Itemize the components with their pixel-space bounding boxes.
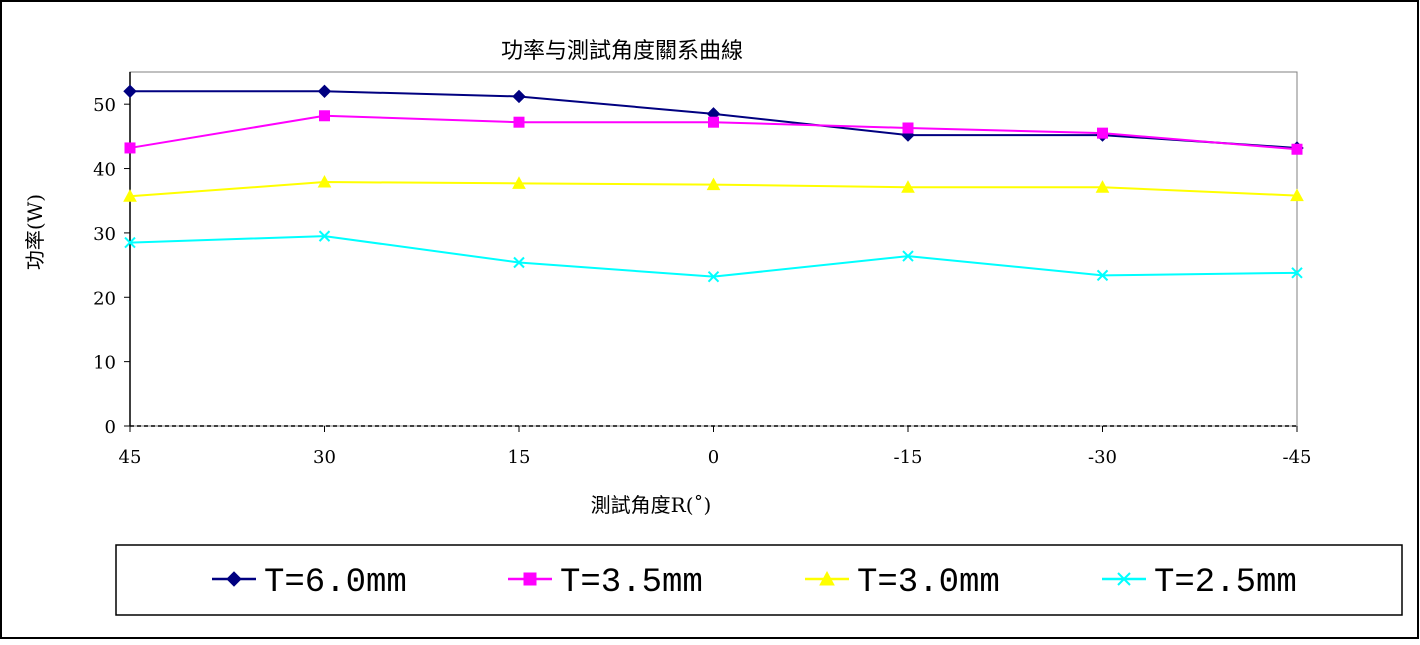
- x-tick-label: 30: [313, 447, 336, 468]
- y-tick-label: 50: [93, 95, 116, 116]
- legend: T=6.0mm T=3.5mm T=3.0mm T=2.5mm: [212, 564, 1297, 602]
- data-point: [707, 270, 720, 283]
- data-point: [124, 142, 136, 154]
- legend-swatch-marker: [1117, 572, 1131, 586]
- data-point: [706, 177, 721, 191]
- legend-item: T=3.5mm: [508, 564, 703, 602]
- y-tick-label: 30: [93, 224, 116, 245]
- data-point: [319, 110, 330, 122]
- series-2: [123, 175, 1304, 202]
- data-point-stroke: [1291, 267, 1303, 279]
- data-point: [1291, 267, 1303, 279]
- series-3: [124, 230, 1303, 283]
- data-point-stroke: [318, 230, 331, 242]
- x-tick-label: -30: [1088, 447, 1117, 468]
- y-axis-title: 功率(W): [23, 194, 47, 270]
- data-point-stroke: [902, 250, 914, 262]
- data-point: [512, 89, 526, 104]
- data-point: [512, 176, 526, 189]
- legend-label: T=3.5mm: [560, 564, 703, 602]
- legend-item: T=2.5mm: [1102, 564, 1297, 602]
- x-tick-label: 15: [508, 447, 531, 468]
- chart-title: 功率与測試角度關系曲線: [501, 39, 743, 64]
- legend-swatch-marker-stroke: [1117, 572, 1131, 586]
- x-tick-label: -45: [1283, 447, 1312, 468]
- data-point-stroke: [124, 236, 136, 249]
- y-tick-label: 0: [105, 417, 116, 438]
- x-tick-label: 45: [119, 447, 142, 468]
- data-point: [317, 84, 332, 99]
- legend-label: T=3.0mm: [857, 564, 1000, 602]
- y-tick-label: 10: [93, 353, 116, 374]
- x-axis-title: 測試角度R(˚): [591, 493, 712, 517]
- data-point: [124, 236, 136, 249]
- x-tick-label: 0: [708, 447, 719, 468]
- legend-item: T=3.0mm: [805, 564, 1000, 602]
- data-point: [1290, 188, 1304, 202]
- x-tick-label: -15: [894, 447, 923, 468]
- data-point: [902, 122, 914, 134]
- legend-swatch-marker: [523, 572, 537, 586]
- data-point: [1095, 180, 1110, 193]
- legend-label: T=6.0mm: [264, 564, 407, 602]
- legend-label: T=2.5mm: [1154, 564, 1297, 602]
- legend-swatch-marker: [819, 570, 835, 586]
- legend-item: T=6.0mm: [212, 564, 407, 602]
- series-layer: [123, 84, 1304, 283]
- axes: 0 10 20 30 40 50 45 30 15 0 -15 -30 -45: [93, 72, 1312, 468]
- data-point: [123, 84, 137, 99]
- data-point: [513, 116, 525, 128]
- data-point: [513, 256, 525, 269]
- data-point: [901, 180, 915, 193]
- data-point: [1096, 269, 1109, 282]
- series-1: [124, 110, 1303, 155]
- data-point: [1291, 143, 1303, 155]
- y-tick-label: 20: [93, 288, 116, 309]
- y-tick-label: 40: [93, 160, 116, 181]
- data-point-stroke: [707, 270, 720, 283]
- data-point: [902, 250, 914, 262]
- data-point: [708, 116, 719, 128]
- data-point: [317, 175, 332, 188]
- legend-swatch-marker: [226, 571, 242, 587]
- data-point-stroke: [513, 256, 525, 269]
- data-point-stroke: [1096, 269, 1109, 282]
- legend-box: [115, 544, 1403, 616]
- data-point: [123, 189, 137, 202]
- data-point: [318, 230, 331, 242]
- data-point: [1097, 127, 1108, 139]
